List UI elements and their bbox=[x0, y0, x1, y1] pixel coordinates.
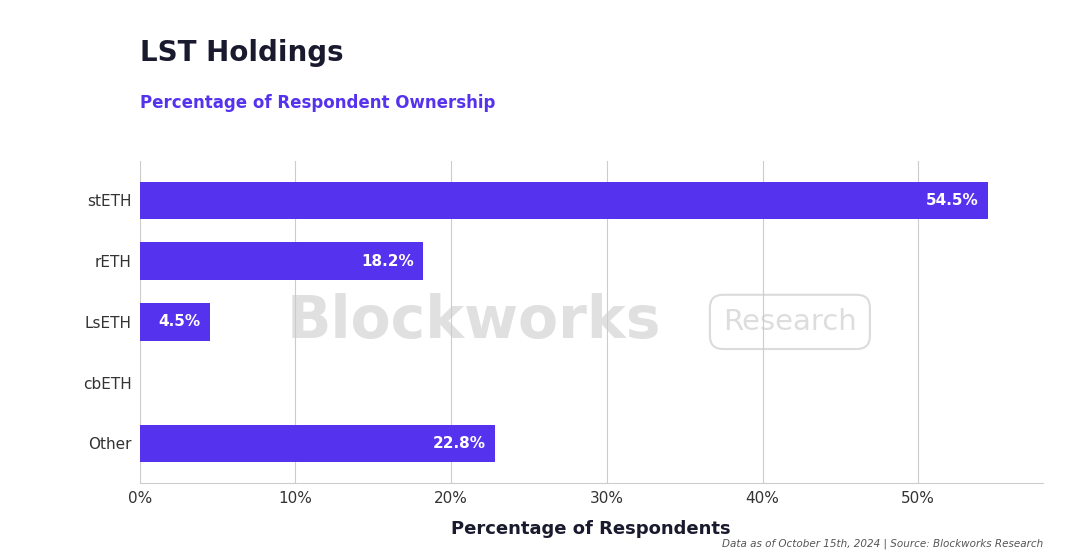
Text: Blockworks: Blockworks bbox=[287, 294, 661, 350]
Text: 4.5%: 4.5% bbox=[158, 314, 200, 330]
Text: Research: Research bbox=[723, 308, 857, 336]
X-axis label: Percentage of Respondents: Percentage of Respondents bbox=[452, 520, 731, 538]
Text: Percentage of Respondent Ownership: Percentage of Respondent Ownership bbox=[140, 94, 496, 112]
Text: 18.2%: 18.2% bbox=[361, 254, 414, 269]
Bar bbox=[140, 243, 424, 280]
Bar bbox=[140, 303, 210, 341]
Text: 54.5%: 54.5% bbox=[927, 193, 979, 208]
Text: Data as of October 15th, 2024 | Source: Blockworks Research: Data as of October 15th, 2024 | Source: … bbox=[721, 539, 1043, 549]
Text: 22.8%: 22.8% bbox=[432, 436, 486, 451]
Bar bbox=[140, 181, 988, 219]
Text: LST Holdings: LST Holdings bbox=[140, 39, 343, 67]
Bar bbox=[140, 425, 494, 462]
